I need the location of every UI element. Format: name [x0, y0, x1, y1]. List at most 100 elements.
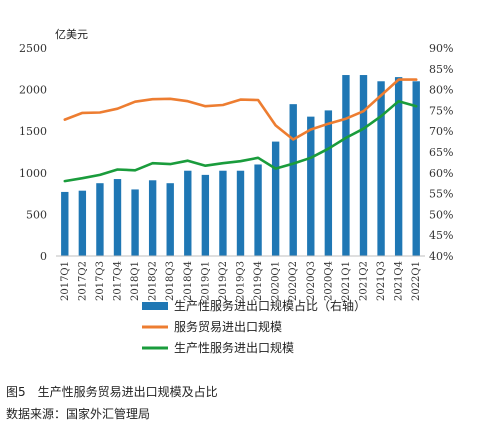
right-axis-tick-label: 65%: [429, 146, 453, 159]
point-producer-services-2019Q1: [204, 164, 207, 167]
point-service-trade-2020Q1: [274, 124, 277, 127]
point-producer-services-2019Q2: [222, 162, 224, 165]
bar-share-2018Q3: [166, 183, 174, 256]
x-category-label: 2021Q2: [359, 261, 370, 301]
bar-share-2021Q3: [377, 81, 385, 256]
x-category-label: 2021Q1: [341, 261, 352, 301]
left-axis-unit: 亿美元: [55, 28, 88, 41]
point-service-trade-2018Q4: [186, 100, 189, 103]
bar-share-2021Q4: [394, 77, 403, 257]
legend-swatch-bar: [142, 302, 168, 310]
point-producer-services-2018Q1: [134, 169, 136, 172]
x-category-label: 2018Q3: [165, 261, 176, 301]
point-producer-services-2018Q3: [169, 163, 172, 165]
point-service-trade-2019Q4: [257, 99, 259, 101]
bar-share-2022Q1: [412, 81, 420, 256]
point-producer-services-2021Q4: [397, 100, 400, 103]
x-category-label: 2018Q4: [183, 261, 194, 301]
point-producer-services-2019Q3: [239, 160, 242, 162]
point-service-trade-2017Q2: [81, 112, 84, 114]
point-service-trade-2019Q3: [239, 98, 242, 101]
bar-share-2017Q1: [61, 191, 69, 256]
point-producer-services-2020Q1: [274, 167, 277, 170]
x-category-label: 2018Q1: [130, 261, 141, 301]
x-category-label: 2019Q4: [253, 261, 264, 301]
left-axis-tick-label: 0: [40, 250, 47, 263]
point-service-trade-2021Q1: [345, 117, 347, 120]
point-producer-services-2017Q4: [116, 168, 119, 171]
right-axis-tick-label: 40%: [429, 250, 453, 263]
bar-share-2017Q3: [96, 183, 104, 256]
right-axis-tick-label: 55%: [429, 188, 453, 201]
point-producer-services-2020Q4: [327, 147, 330, 150]
left-axis-tick-label: 500: [26, 208, 47, 221]
left-axis-tick-label: 1500: [19, 125, 47, 138]
x-category-label: 2021Q3: [376, 261, 387, 301]
bar-share-2020Q4: [324, 110, 333, 257]
point-service-trade-2018Q2: [151, 98, 154, 100]
figure-title: 图5 生产性服务贸易进出口规模及占比: [6, 385, 218, 399]
x-category-label: 2022Q1: [411, 261, 422, 301]
point-producer-services-2021Q2: [362, 127, 365, 130]
x-category-label: 2018Q2: [148, 261, 159, 301]
point-producer-services-2017Q3: [99, 174, 101, 176]
legend-label: 服务贸易进出口规模: [174, 319, 282, 334]
bar-share-2019Q1: [201, 174, 210, 256]
x-category-label: 2021Q4: [394, 261, 405, 301]
x-category-label: 2019Q1: [200, 261, 211, 301]
x-category-label: 2019Q3: [236, 261, 247, 301]
x-category-label: 2020Q2: [288, 261, 299, 301]
point-service-trade-2020Q2: [292, 138, 295, 141]
point-service-trade-2017Q3: [99, 111, 101, 114]
point-producer-services-2018Q4: [186, 159, 189, 162]
point-producer-services-2018Q2: [151, 162, 154, 165]
x-category-label: 2020Q3: [306, 261, 317, 301]
bar-share-2020Q2: [289, 104, 297, 256]
point-service-trade-2019Q2: [222, 104, 224, 106]
left-axis-tick-label: 2000: [19, 84, 47, 97]
bar-share-2020Q3: [307, 116, 315, 256]
point-service-trade-2020Q4: [327, 122, 330, 125]
bar-share-2019Q4: [254, 164, 262, 256]
right-axis-tick-label: 50%: [429, 208, 453, 221]
point-service-trade-2018Q1: [134, 100, 136, 103]
legend-label: 生产性服务进出口规模占比（右轴）: [174, 298, 366, 313]
bar-share-2020Q1: [271, 141, 280, 256]
point-producer-services-2017Q1: [63, 180, 66, 182]
point-producer-services-2021Q1: [345, 137, 347, 139]
right-axis-tick-label: 75%: [429, 104, 453, 117]
left-axis-tick-label: 1000: [19, 167, 47, 180]
point-producer-services-2020Q3: [309, 157, 312, 159]
right-axis-tick-label: 60%: [429, 167, 453, 180]
point-producer-services-2017Q2: [81, 177, 84, 180]
point-service-trade-2022Q1: [415, 78, 418, 81]
right-axis-tick-label: 85%: [429, 63, 453, 76]
bar-share-2018Q1: [131, 189, 139, 256]
right-axis-tick-label: 80%: [429, 84, 453, 97]
point-service-trade-2019Q1: [204, 105, 207, 108]
x-category-label: 2017Q4: [113, 261, 124, 301]
x-category-label: 2020Q1: [271, 261, 282, 301]
right-axis-tick-label: 90%: [429, 42, 453, 55]
point-service-trade-2018Q3: [169, 97, 172, 100]
point-service-trade-2021Q2: [362, 110, 365, 113]
point-service-trade-2017Q1: [63, 118, 66, 121]
point-producer-services-2019Q4: [257, 157, 259, 159]
point-producer-services-2020Q2: [292, 162, 295, 165]
bar-share-2017Q4: [113, 179, 122, 256]
point-producer-services-2022Q1: [415, 105, 418, 108]
bar-share-2019Q3: [236, 170, 245, 256]
point-service-trade-2020Q3: [309, 128, 312, 131]
x-category-label: 2019Q2: [218, 261, 229, 301]
point-service-trade-2021Q3: [380, 94, 382, 97]
bar-share-2021Q1: [342, 75, 350, 256]
legend-label: 生产性服务进出口规模: [174, 340, 294, 355]
right-axis-tick-label: 45%: [429, 229, 453, 242]
bar-share-2018Q4: [184, 170, 192, 256]
bar-share-2018Q2: [148, 180, 157, 256]
x-category-label: 2017Q1: [60, 261, 71, 301]
point-producer-services-2021Q3: [380, 115, 382, 118]
point-service-trade-2017Q4: [116, 107, 119, 110]
point-service-trade-2021Q4: [397, 78, 400, 81]
